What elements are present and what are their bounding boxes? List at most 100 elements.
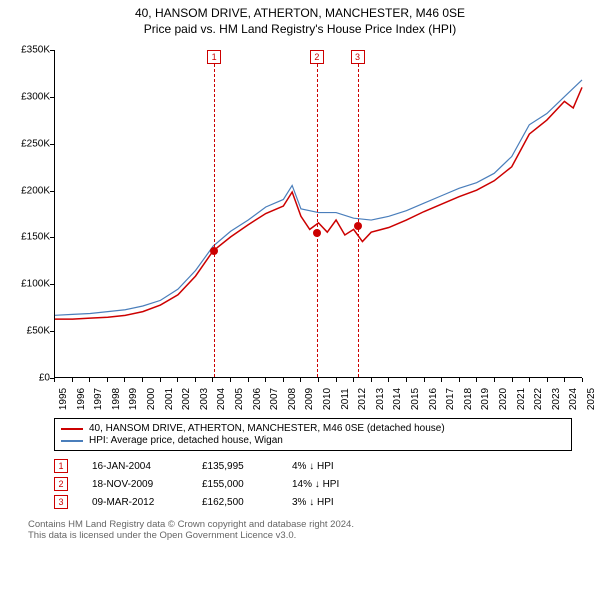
xtick	[248, 378, 249, 382]
xtick-label: 2019	[476, 388, 491, 410]
ytick-label: £50K	[14, 326, 50, 337]
xtick	[388, 378, 389, 382]
xtick-label: 2013	[371, 388, 386, 410]
legend-label: 40, HANSOM DRIVE, ATHERTON, MANCHESTER, …	[89, 423, 445, 434]
xtick	[177, 378, 178, 382]
xtick	[142, 378, 143, 382]
xtick	[89, 378, 90, 382]
xtick	[283, 378, 284, 382]
xtick	[353, 378, 354, 382]
xtick-label: 2014	[388, 388, 403, 410]
footer-line-1: Contains HM Land Registry data © Crown c…	[28, 519, 572, 530]
xtick-label: 2002	[177, 388, 192, 410]
xtick-label: 1996	[72, 388, 87, 410]
ytick-label: £100K	[14, 279, 50, 290]
xtick	[230, 378, 231, 382]
xtick	[424, 378, 425, 382]
xtick-label: 1999	[124, 388, 139, 410]
marker-line-2	[317, 64, 318, 377]
legend-item: HPI: Average price, detached house, Wiga…	[61, 435, 565, 446]
legend-swatch	[61, 428, 83, 430]
xtick-label: 2025	[582, 388, 597, 410]
xtick-label: 2017	[441, 388, 456, 410]
xtick	[582, 378, 583, 382]
xtick-label: 2022	[529, 388, 544, 410]
xtick	[512, 378, 513, 382]
xtick-label: 1995	[54, 388, 69, 410]
legend-label: HPI: Average price, detached house, Wiga…	[89, 435, 283, 446]
ytick-label: £0	[14, 373, 50, 384]
chart: 1 2 3 £0 £50K £100K £150K £200K £250K £300K £350K…	[14, 44, 586, 414]
xtick-label: 2003	[195, 388, 210, 410]
marker-line-3	[358, 64, 359, 377]
xtick-label: 2021	[512, 388, 527, 410]
transaction-row: 116-JAN-2004£135,9954% ↓ HPI	[54, 459, 572, 473]
transaction-date: 16-JAN-2004	[92, 461, 202, 472]
xtick	[529, 378, 530, 382]
transaction-marker: 2	[54, 477, 68, 491]
xtick	[336, 378, 337, 382]
transaction-date: 09-MAR-2012	[92, 497, 202, 508]
transaction-marker: 1	[54, 459, 68, 473]
plot-area: 1 2 3	[54, 50, 582, 378]
marker-box-1: 1	[207, 50, 221, 64]
marker-line-1	[214, 64, 215, 377]
legend: 40, HANSOM DRIVE, ATHERTON, MANCHESTER, …	[54, 418, 572, 451]
marker-box-2: 2	[310, 50, 324, 64]
transaction-price: £162,500	[202, 497, 292, 508]
xtick-label: 2009	[300, 388, 315, 410]
transaction-price: £155,000	[202, 479, 292, 490]
title-line-1: 40, HANSOM DRIVE, ATHERTON, MANCHESTER, …	[0, 6, 600, 20]
xtick	[195, 378, 196, 382]
xtick	[265, 378, 266, 382]
xtick	[371, 378, 372, 382]
marker-dot-3	[354, 222, 362, 230]
line-svg	[55, 50, 582, 377]
legend-item: 40, HANSOM DRIVE, ATHERTON, MANCHESTER, …	[61, 423, 565, 434]
marker-dot-2	[313, 229, 321, 237]
series-hpi	[55, 80, 582, 315]
xtick-label: 2016	[424, 388, 439, 410]
xtick	[547, 378, 548, 382]
ytick	[50, 144, 54, 145]
xtick-label: 1997	[89, 388, 104, 410]
xtick-label: 2012	[353, 388, 368, 410]
ytick-label: £350K	[14, 45, 50, 56]
transaction-row: 218-NOV-2009£155,00014% ↓ HPI	[54, 477, 572, 491]
xtick	[107, 378, 108, 382]
xtick-label: 2018	[459, 388, 474, 410]
title-line-2: Price paid vs. HM Land Registry's House …	[0, 22, 600, 36]
xtick-label: 2011	[336, 388, 351, 410]
ytick-label: £300K	[14, 91, 50, 102]
marker-box-3: 3	[351, 50, 365, 64]
xtick-label: 2000	[142, 388, 157, 410]
xtick-label: 2007	[265, 388, 280, 410]
ytick	[50, 191, 54, 192]
transaction-delta: 14% ↓ HPI	[292, 479, 392, 490]
xtick-label: 2024	[564, 388, 579, 410]
xtick	[318, 378, 319, 382]
transaction-row: 309-MAR-2012£162,5003% ↓ HPI	[54, 495, 572, 509]
ytick-label: £250K	[14, 138, 50, 149]
xtick	[494, 378, 495, 382]
ytick	[50, 237, 54, 238]
title-block: 40, HANSOM DRIVE, ATHERTON, MANCHESTER, …	[0, 0, 600, 36]
xtick-label: 2008	[283, 388, 298, 410]
xtick-label: 2006	[248, 388, 263, 410]
xtick-label: 1998	[107, 388, 122, 410]
ytick-label: £150K	[14, 232, 50, 243]
xtick	[459, 378, 460, 382]
xtick-label: 2015	[406, 388, 421, 410]
transaction-table: 116-JAN-2004£135,9954% ↓ HPI218-NOV-2009…	[54, 459, 572, 509]
xtick	[72, 378, 73, 382]
xtick	[124, 378, 125, 382]
ytick	[50, 97, 54, 98]
xtick	[212, 378, 213, 382]
ytick-label: £200K	[14, 185, 50, 196]
legend-swatch	[61, 440, 83, 442]
series-price_paid	[55, 87, 582, 319]
xtick	[160, 378, 161, 382]
footer: Contains HM Land Registry data © Crown c…	[28, 519, 572, 541]
transaction-price: £135,995	[202, 461, 292, 472]
footer-line-2: This data is licensed under the Open Gov…	[28, 530, 572, 541]
